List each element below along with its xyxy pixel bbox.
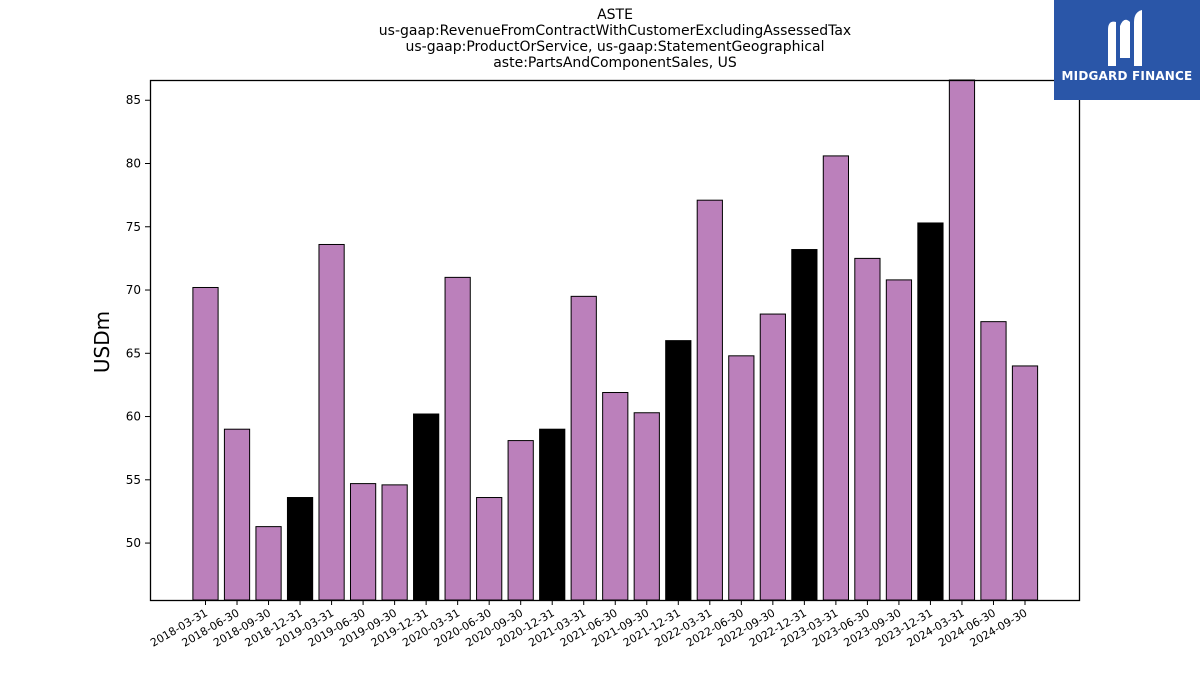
y-tick-label: 75 (126, 220, 141, 234)
bar-2021-12-31 (665, 340, 692, 601)
bar-2022-12-31 (791, 249, 818, 601)
y-axis: 50 55 60 65 70 75 80 85 (126, 93, 150, 550)
chart-subtitle-line-3: aste:PartsAndComponentSales, US (493, 55, 737, 71)
plot-frame (149, 79, 1081, 602)
bar-2024-09-30 (1011, 365, 1039, 601)
bar-2024-03-31 (948, 79, 976, 601)
chart-title: ASTE (597, 7, 633, 23)
bar-2018-12-31 (286, 497, 314, 601)
y-tick-label: 55 (126, 473, 141, 487)
y-tick-label: 60 (126, 410, 141, 424)
bar-2020-03-31 (444, 276, 471, 601)
bar-2023-06-30 (854, 257, 881, 601)
bar-2023-09-30 (885, 279, 913, 601)
y-tick-label: 50 (126, 536, 141, 550)
bar-2022-06-30 (728, 355, 755, 601)
bar-2020-12-31 (539, 428, 566, 601)
bar-2024-06-30 (980, 321, 1007, 601)
x-axis: 2018-03-312018-06-302018-09-302018-12-31… (148, 600, 1030, 650)
bar-2019-12-31 (413, 413, 440, 601)
bar-2019-09-30 (381, 484, 408, 601)
y-tick-label: 80 (126, 157, 141, 171)
logo-text: MIDGARD FINANCE (1061, 69, 1193, 83)
y-tick-label: 70 (126, 283, 141, 297)
bar-2020-06-30 (476, 497, 503, 601)
chart-subtitle-line-1: us-gaap:RevenueFromContractWithCustomerE… (378, 23, 852, 39)
bar-2023-03-31 (822, 155, 850, 601)
bar-2018-09-30 (255, 526, 282, 601)
midgard-m-logo-icon (1108, 10, 1142, 66)
bar-2023-12-31 (917, 222, 944, 601)
y-tick-label: 65 (126, 346, 141, 360)
bar-2019-03-31 (318, 243, 345, 601)
chart-subtitle-line-2: us-gaap:ProductOrService, us-gaap:Statem… (405, 39, 825, 55)
bar-2020-09-30 (507, 440, 534, 601)
y-axis-label: USDm (90, 311, 114, 373)
bar-2018-06-30 (223, 428, 251, 601)
bar-2021-03-31 (570, 295, 597, 601)
midgard-finance-logo: MIDGARD FINANCE (1054, 0, 1200, 100)
bar-2019-06-30 (349, 483, 377, 601)
bar-2022-03-31 (696, 199, 723, 601)
bar-2022-09-30 (759, 313, 786, 601)
bar-2021-09-30 (633, 412, 660, 601)
y-tick-label: 85 (126, 93, 141, 107)
bar-2021-06-30 (602, 392, 629, 601)
bar-2018-03-31 (192, 286, 219, 601)
bars-group (192, 79, 1039, 601)
